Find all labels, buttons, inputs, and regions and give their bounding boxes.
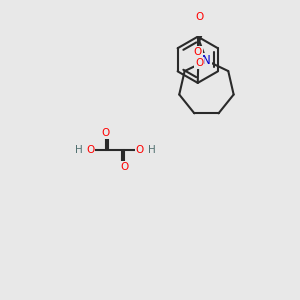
- Text: O: O: [136, 145, 144, 155]
- Text: H: H: [75, 145, 83, 155]
- Text: O: O: [86, 145, 94, 155]
- Text: O: O: [194, 47, 202, 57]
- Text: O: O: [195, 58, 203, 68]
- Text: O: O: [102, 128, 110, 138]
- Text: O: O: [195, 12, 203, 22]
- Text: N: N: [202, 54, 211, 67]
- Text: H: H: [148, 145, 155, 155]
- Text: O: O: [120, 162, 128, 172]
